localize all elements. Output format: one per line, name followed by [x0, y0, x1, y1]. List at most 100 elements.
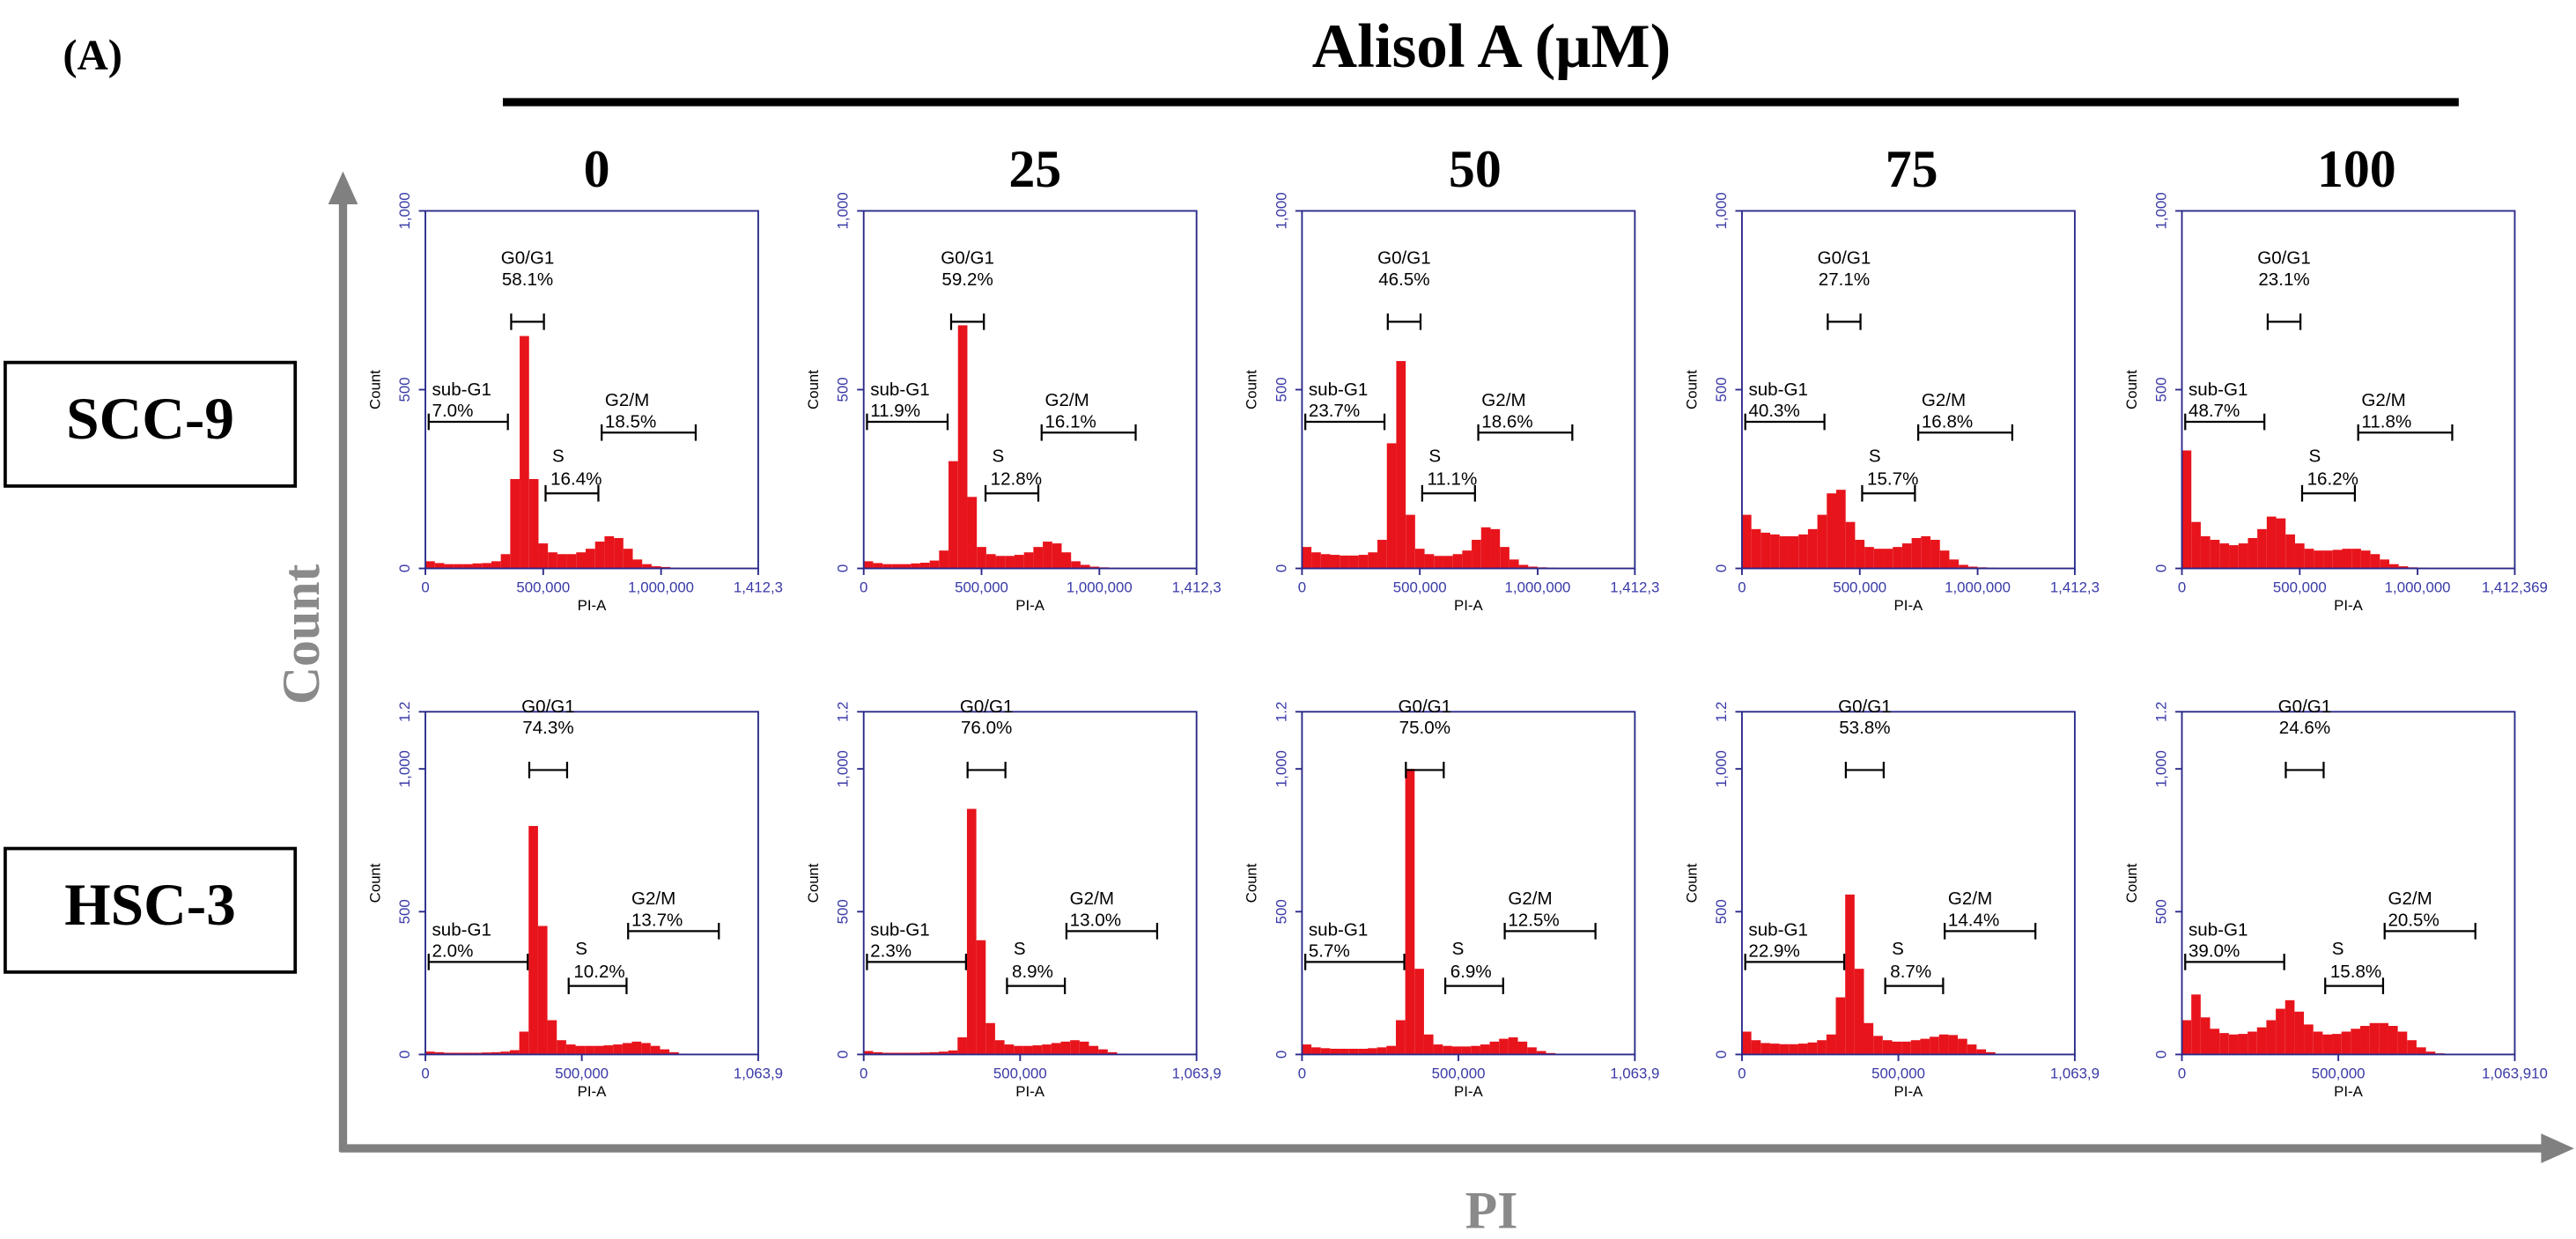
histogram-bar — [2369, 1022, 2380, 1055]
histogram-bar — [1760, 1043, 1770, 1055]
gate — [2383, 922, 2476, 940]
histogram-bar — [623, 549, 633, 569]
histogram-bar — [1836, 490, 1846, 569]
histogram-bar — [957, 325, 968, 569]
histogram-bar — [585, 1045, 594, 1055]
histogram-bar — [1958, 1038, 1967, 1055]
gate-percent: 15.8% — [2330, 962, 2381, 982]
gate-name: G0/G1 — [521, 697, 575, 717]
gate-percent: 18.6% — [1481, 411, 1532, 431]
plot-frame — [2181, 711, 2516, 1056]
histogram-bar — [1348, 555, 1359, 569]
histogram-bar — [594, 542, 605, 569]
histogram-bar — [1330, 555, 1340, 569]
y-tick-label: 1,000 — [1273, 192, 1289, 229]
histogram-bar — [2181, 1020, 2192, 1055]
histogram-bar — [1835, 997, 1846, 1055]
gate-percent: 39.0% — [2188, 941, 2240, 962]
gate — [966, 762, 1007, 778]
y-tick-label: 500 — [835, 377, 852, 402]
histogram-bar — [444, 564, 454, 569]
y-tick-label: 1,000 — [835, 192, 852, 229]
x-tick-label: 500,000 — [2312, 1065, 2366, 1081]
histogram-bar — [1004, 1044, 1015, 1055]
row-label: HSC-3 — [64, 872, 236, 938]
histogram-bar — [1789, 1044, 1798, 1055]
gate — [567, 977, 628, 994]
gate-name: S — [2332, 939, 2344, 959]
histogram-bar — [2276, 518, 2286, 569]
x-axis-label: PI-A — [2334, 597, 2364, 614]
histogram-bar — [1986, 1051, 1996, 1055]
histogram-bar — [1406, 514, 1415, 569]
histogram-bar — [1864, 547, 1874, 569]
x-tick-label: 500,000 — [555, 1065, 609, 1081]
histogram-bar — [1377, 540, 1387, 569]
gate-percent: 7.0% — [432, 401, 474, 421]
histogram-bar — [929, 560, 940, 569]
histogram-bar — [434, 1051, 445, 1055]
histogram-bar — [1396, 361, 1406, 569]
y-axis-label: Count — [1683, 863, 1700, 903]
gate — [1304, 954, 1406, 970]
histogram-bar — [1089, 1045, 1099, 1055]
histogram-bar — [1014, 1045, 1023, 1055]
gate-percent: 2.0% — [432, 941, 473, 962]
histogram-bar — [565, 1044, 576, 1055]
histogram-bar — [882, 564, 892, 569]
gate-percent: 23.7% — [1309, 401, 1360, 421]
histogram-bar — [1414, 969, 1424, 1055]
gate-percent: 53.8% — [1839, 718, 1890, 738]
y-tick-label: 1.2 — [1713, 702, 1730, 722]
gate — [2357, 424, 2454, 441]
gate-percent: 12.8% — [991, 469, 1042, 490]
histogram-bar — [2388, 1026, 2398, 1055]
histogram-bar — [2285, 534, 2295, 569]
y-tick-label: 1,000 — [396, 750, 413, 787]
histogram-bar — [1920, 1038, 1930, 1055]
gate-percent: 13.0% — [1070, 911, 1121, 931]
y-tick-label: 0 — [835, 564, 852, 572]
histogram-bar — [622, 1043, 632, 1055]
histogram-bar — [425, 561, 435, 569]
x-tick-label: 500,000 — [1871, 1065, 1925, 1081]
histogram-bar — [1414, 549, 1425, 569]
gate-name: sub-G1 — [432, 919, 491, 940]
histogram-bar — [641, 1043, 651, 1055]
histogram-bar — [2304, 549, 2314, 569]
x-tick-label: 1,412,3 — [734, 579, 783, 595]
gate-name: sub-G1 — [2188, 919, 2248, 940]
histogram-bar — [650, 1045, 661, 1055]
histogram-bar — [631, 1041, 642, 1055]
gate-name: S — [2308, 446, 2321, 467]
histogram-bar — [1320, 554, 1331, 569]
histogram-bar — [1480, 1044, 1490, 1055]
x-tick-label: 500,000 — [993, 1065, 1047, 1081]
gate-name: G2/M — [2388, 889, 2432, 909]
histogram-bar — [1005, 556, 1015, 569]
gate — [1744, 413, 1826, 431]
histogram-bar — [603, 1045, 614, 1055]
histogram-bar — [1079, 1041, 1089, 1055]
histogram-bar — [966, 808, 977, 1055]
histogram-bar — [985, 1022, 995, 1055]
histogram-bar — [1462, 550, 1473, 569]
x-tick-label: 500,000 — [1432, 1065, 1486, 1081]
gate — [1861, 484, 1916, 502]
y-tick-label: 500 — [1273, 899, 1289, 924]
histogram-bar — [1967, 566, 1978, 569]
histogram-bar — [2398, 566, 2409, 569]
gate-name: G0/G1 — [1399, 697, 1452, 717]
histogram-bar — [1882, 1040, 1893, 1055]
y-tick-label: 1,000 — [1273, 750, 1289, 787]
gate-percent: 16.8% — [1922, 411, 1973, 431]
histogram-bar — [1022, 1045, 1033, 1055]
histogram-bar — [1098, 1049, 1108, 1055]
gate-percent: 5.7% — [1309, 941, 1350, 962]
histogram-bar — [444, 1052, 454, 1055]
x-axis-label: PI-A — [2334, 1083, 2364, 1100]
histogram-bar — [651, 566, 661, 569]
x-tick-label: 1,063,9 — [2050, 1065, 2100, 1081]
histogram-bar — [2200, 535, 2211, 569]
y-tick-label: 0 — [1713, 1051, 1730, 1058]
